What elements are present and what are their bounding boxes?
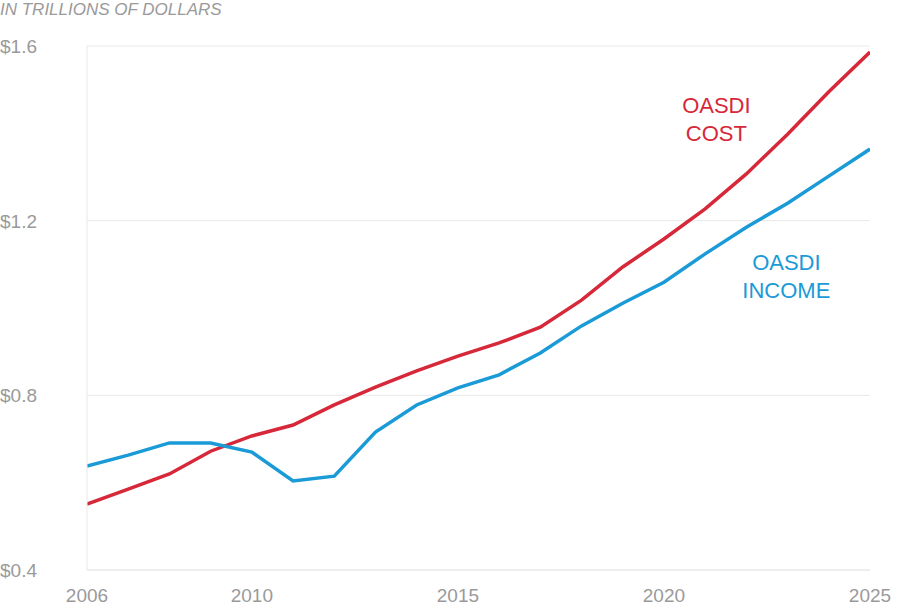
svg-text:INCOME: INCOME: [742, 278, 830, 303]
svg-text:2020: 2020: [643, 585, 685, 606]
html-text:IN TRILLIONS OF DOLLARS: IN TRILLIONS OF DOLLARS: [0, 0, 222, 19]
svg-text:$1.2: $1.2: [8, 211, 37, 232]
svg-text:OASDI: OASDI: [682, 93, 750, 118]
svg-text:2015: 2015: [437, 585, 479, 606]
svg-text:$0.4: $0.4: [8, 560, 37, 581]
svg-text:COST: COST: [686, 121, 747, 146]
svg-text:2006: 2006: [66, 585, 108, 606]
svg-text:2025: 2025: [849, 585, 891, 606]
svg-text:$0.8: $0.8: [8, 385, 37, 406]
svg-text:2010: 2010: [231, 585, 273, 606]
svg-text:$1.6: $1.6: [8, 36, 37, 57]
svg-text:OASDI: OASDI: [752, 250, 820, 275]
